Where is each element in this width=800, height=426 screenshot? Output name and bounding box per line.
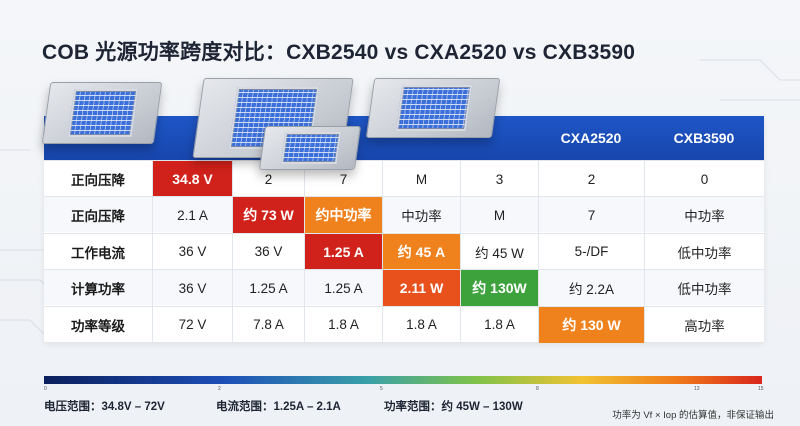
table-cell: 约 45 W (460, 233, 538, 270)
highlighted-cell: 约 73 W (232, 197, 304, 234)
table-cell: 5-/DF (538, 233, 644, 270)
table-header: CXA2520 CXB3590 (44, 116, 764, 160)
highlighted-cell: 约 130 W (538, 306, 644, 343)
table-cell: 约 2.2A (538, 270, 644, 307)
table-cell: 1.8 A (382, 306, 460, 343)
table-cell: 1.8 A (460, 306, 538, 343)
power-range-label: 功率范围：约 45W – 130W (384, 401, 523, 413)
scale-tick-label: 8 (536, 386, 539, 392)
color-scale-bar (44, 376, 762, 384)
highlighted-cell: 约 130W (460, 270, 538, 307)
row-label: 正向压降 (71, 173, 125, 188)
highlighted-cell: 1.25 A (304, 233, 382, 270)
table-cell: 1.25 A (232, 270, 304, 307)
table-cell: M (382, 161, 460, 197)
row-label: 工作电流 (71, 245, 125, 261)
voltage-range-label: 电压范围：34.8V – 72V (44, 401, 165, 413)
footnote: 功率为 Vf × Iop 的估算值，非保证输出 (612, 410, 774, 421)
table-cell: 7 (538, 197, 644, 234)
table-cell: 36 V (152, 233, 232, 270)
scale-tick-label: 2 (218, 386, 221, 392)
row-label: 正向压降 (71, 209, 125, 225)
current-range-label: 电流范围：1.25A – 2.1A (216, 401, 341, 413)
table-cell: 7.8 A (232, 306, 304, 343)
table-cell: 低中功率 (644, 233, 764, 270)
cob-module-image (41, 82, 163, 144)
table-cell: 3 (460, 161, 538, 197)
cob-module-image (365, 78, 501, 138)
table-cell: 1.8 A (304, 306, 382, 343)
header-cell-cxa2520: CXA2520 (560, 130, 622, 146)
table-cell: 7 (304, 161, 382, 197)
table-cell: 1.25 A (304, 270, 382, 307)
scale-tick-label: 13 (694, 386, 700, 392)
table-cell: 72 V (152, 306, 232, 343)
highlighted-cell: 约 45 A (382, 233, 460, 270)
table-cell: 中功率 (382, 197, 460, 234)
table-cell: 高功率 (644, 306, 764, 343)
cob-module-image (258, 126, 362, 170)
table-cell: M (460, 197, 538, 234)
table-cell: 2.1 A (152, 197, 232, 234)
scale-tick-label: 0 (44, 386, 47, 392)
scale-tick-label: 15 (758, 386, 764, 392)
header-cell-cxb3590: CXB3590 (673, 130, 735, 146)
row-label: 功率等级 (71, 318, 125, 334)
row-label: 计算功率 (71, 282, 125, 298)
comparison-table: CXA2520 CXB3590 正向压降 34.8 V 2 7 M 3 2 0 正向压降 2.1 … (44, 116, 764, 343)
table-cell: 36 V (152, 270, 232, 307)
scale-tick-label: 5 (380, 386, 383, 392)
highlighted-cell: 34.8 V (152, 161, 232, 197)
highlighted-cell: 约中功率 (304, 197, 382, 234)
table-cell: 36 V (232, 233, 304, 270)
table-cell: 低中功率 (644, 270, 764, 307)
table-cell: 2 (232, 161, 304, 197)
page-title: COB 光源功率跨度对比：CXB2540 vs CXA2520 vs CXB35… (42, 41, 636, 64)
table-cell: 0 (644, 161, 764, 197)
highlighted-cell: 2.11 W (382, 270, 460, 307)
table-cell: 中功率 (644, 197, 764, 234)
table-cell: 2 (538, 161, 644, 197)
